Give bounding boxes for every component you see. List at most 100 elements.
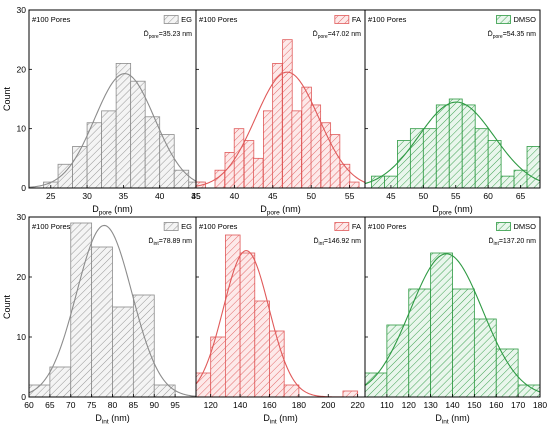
histogram-bar [72, 146, 88, 189]
legend-label: FA [352, 222, 361, 231]
x-tick-label: 25 [46, 191, 56, 201]
histogram-bar [195, 372, 212, 398]
histogram-bar [101, 110, 117, 189]
y-tick-label: 30 [17, 212, 27, 222]
x-tick-label: 45 [268, 191, 278, 201]
y-tick-label: 0 [21, 392, 26, 402]
gaussian-fit-curve [28, 224, 197, 397]
histogram-bar [144, 116, 161, 189]
histogram-bar [349, 181, 360, 189]
x-axis-label: Dint (nm) [263, 413, 297, 426]
sample-count-label: #100 Pores [199, 15, 238, 24]
legend-swatch [334, 222, 350, 231]
x-tick-label: 35 [191, 191, 201, 201]
x-tick-label: 220 [351, 400, 365, 410]
y-tick-label: 10 [17, 332, 27, 342]
x-tick-label: 45 [191, 191, 201, 201]
mean-label: D̄pore=54.35 nm [488, 30, 537, 40]
legend-swatch [163, 222, 179, 231]
histogram-bar [115, 63, 132, 189]
legend-swatch [334, 15, 350, 24]
panel-bottom-middle: 120 140 160 180 200 220 #100 Pores FA D̄int=146.… [195, 216, 366, 426]
y-tick-label: 30 [17, 5, 27, 15]
x-tick-label: 35 [119, 191, 129, 201]
x-tick-label: 140 [233, 400, 247, 410]
histogram-bar [500, 175, 515, 189]
x-tick-label: 60 [483, 191, 493, 201]
x-tick-label: 60 [24, 400, 34, 410]
panel-top-left: 25 30 35 40 45 0 10 20 30 #100 Pores EG D̄pore=35.2… [2, 5, 204, 217]
histogram-bar [430, 252, 453, 398]
mean-label: D̄pore=47.02 nm [313, 30, 362, 40]
gaussian-fit-curve [364, 253, 541, 393]
x-tick-label: 90 [150, 400, 160, 410]
x-tick-label: 95 [170, 400, 180, 410]
mean-label: D̄int=146.92 nm [313, 237, 361, 247]
histogram-bar [86, 122, 103, 189]
histogram-bar [153, 384, 176, 398]
histogram-bar [112, 306, 134, 398]
x-tick-label: 130 [424, 400, 438, 410]
x-tick-label: 30 [82, 191, 92, 201]
histogram-bar [473, 318, 497, 398]
y-axis-label: Count [2, 295, 12, 320]
x-tick-label: 65 [45, 400, 55, 410]
histogram-bar [474, 128, 489, 189]
histogram-bar [339, 163, 351, 189]
legend-swatch [496, 15, 511, 24]
legend-swatch [163, 15, 179, 24]
histogram-bar [342, 390, 359, 398]
panel-top-middle: 35 40 45 50 55 #100 Pores FA D̄pore=47.02 nm Dpo… [191, 9, 366, 217]
x-tick-label: 160 [262, 400, 276, 410]
histogram-bar [461, 104, 476, 189]
histogram-bar [329, 134, 341, 189]
x-tick-label: 120 [204, 400, 218, 410]
x-axis-label: Dpore (nm) [260, 204, 301, 217]
y-tick-label: 20 [17, 272, 27, 282]
histogram-bar [239, 252, 256, 398]
histogram-bar [435, 104, 450, 189]
x-tick-label: 170 [511, 400, 525, 410]
histogram-bar [253, 157, 264, 189]
histogram-bar [291, 110, 302, 189]
histogram-bar [254, 300, 270, 398]
x-tick-label: 180 [292, 400, 306, 410]
x-tick-label: 150 [467, 400, 481, 410]
histogram-bar [130, 80, 146, 189]
mean-label: D̄int=137.20 nm [488, 237, 536, 247]
x-tick-label: 65 [516, 191, 526, 201]
histogram-bar [283, 384, 300, 398]
histogram-bar [487, 140, 502, 189]
histogram-bar [159, 134, 175, 189]
x-tick-label: 140 [445, 400, 459, 410]
histogram-bar [397, 140, 411, 189]
histogram-bar [70, 222, 93, 398]
histogram-bar [301, 86, 312, 189]
x-axis-label: Dpore (nm) [432, 204, 473, 217]
panel-top-right: 45 50 55 60 65 #100 Pores DMSO D̄pore=54.35 nm D… [364, 9, 541, 217]
y-tick-label: 10 [17, 124, 27, 134]
sample-count-label: #100 Pores [32, 222, 71, 231]
legend-label: EG [181, 222, 192, 231]
y-tick-label: 20 [17, 64, 27, 74]
x-tick-label: 85 [129, 400, 139, 410]
x-tick-label: 55 [451, 191, 461, 201]
x-tick-label: 80 [108, 400, 118, 410]
histogram-bar [526, 146, 541, 189]
x-tick-label: 55 [345, 191, 355, 201]
histogram-bar [243, 140, 255, 189]
histogram-bar [263, 110, 274, 189]
histogram-bar [448, 98, 463, 189]
legend-label: DMSO [514, 222, 537, 231]
histogram-bar [386, 324, 410, 398]
x-tick-label: 75 [87, 400, 97, 410]
histogram-bar [452, 288, 475, 398]
gaussian-fit-curve [28, 73, 197, 188]
histogram-bar [269, 330, 285, 398]
histogram-bar [49, 366, 72, 398]
gaussian-fit-curve [195, 71, 366, 187]
legend-label: DMSO [514, 15, 537, 24]
histogram-bar [422, 128, 437, 189]
panel-bottom-right: 110 120 130 140 150 160 170 180 #100 Pores DMSO D̄… [364, 216, 547, 426]
